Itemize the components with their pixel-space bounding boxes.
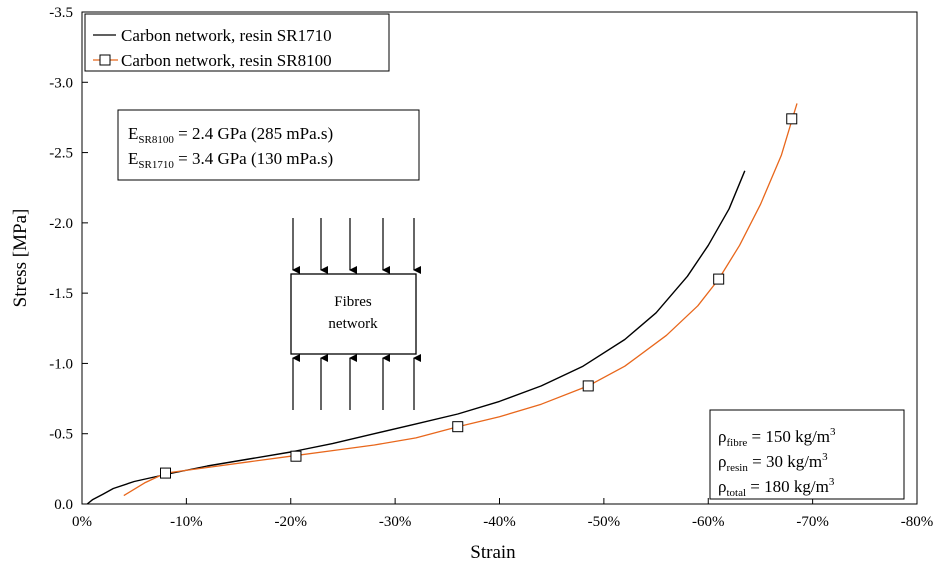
- density-total: ρtotal = 180 kg/m3: [718, 476, 835, 499]
- density-fibre: ρfibre = 150 kg/m3: [718, 426, 836, 449]
- x-tick-label: -40%: [483, 514, 516, 530]
- data-point-marker: [160, 467, 171, 479]
- legend-label-sr8100: Carbon network, resin SR8100: [121, 51, 332, 70]
- series-layer: [86, 103, 798, 505]
- y-tick-label: 0.0: [54, 497, 73, 513]
- series-line-1: [123, 103, 798, 497]
- y-tick-label: -1.5: [49, 286, 73, 302]
- x-tick-label: -70%: [796, 514, 829, 530]
- modulus-annotation: ESR8100 = 2.4 GPa (285 mPa.s) ESR1710 = …: [117, 109, 420, 181]
- data-point-marker: [290, 450, 302, 462]
- legend-label-sr1710: Carbon network, resin SR1710: [121, 26, 332, 45]
- x-axis-ticks: 0% -10% -20% -30% -40% -50% -60% -70% -80%: [72, 498, 933, 530]
- series-line-0: [86, 170, 746, 505]
- y-tick-label: -3.0: [49, 75, 73, 91]
- legend: Carbon network, resin SR1710 Carbon netw…: [84, 13, 390, 72]
- x-tick-label: -50%: [588, 514, 621, 530]
- y-tick-label: -2.5: [49, 146, 73, 162]
- fibres-network-box: [290, 273, 417, 355]
- x-tick-label: -30%: [379, 514, 412, 530]
- top-arrows: [292, 218, 421, 274]
- density-box: [709, 409, 905, 500]
- bottom-arrows: [292, 354, 421, 410]
- x-axis-label: Strain: [470, 542, 516, 563]
- data-point-marker: [786, 113, 798, 125]
- data-point-marker: [582, 380, 594, 392]
- y-tick-label: -1.0: [49, 356, 73, 372]
- y-tick-label: -2.0: [49, 216, 73, 232]
- x-tick-label: -80%: [901, 514, 934, 530]
- y-tick-label: -3.5: [49, 5, 73, 21]
- x-tick-label: -60%: [692, 514, 725, 530]
- compression-diagram: Fibres network: [290, 218, 421, 410]
- diagram-label-line2: network: [328, 316, 378, 332]
- density-resin: ρresin = 30 kg/m3: [718, 451, 828, 474]
- y-axis-ticks: 0.0 -0.5 -1.0 -1.5 -2.0 -2.5 -3.0 -3.5: [49, 5, 88, 513]
- density-annotation: ρfibre = 150 kg/m3 ρresin = 30 kg/m3 ρto…: [709, 409, 905, 500]
- x-tick-label: -20%: [275, 514, 308, 530]
- y-tick-label: -0.5: [49, 427, 73, 443]
- legend-marker-sr8100: [99, 54, 111, 66]
- modulus-box: [117, 109, 420, 181]
- diagram-label-line1: Fibres: [334, 294, 372, 310]
- data-point-marker: [452, 421, 464, 433]
- y-axis-label: Stress [MPa]: [10, 209, 31, 308]
- data-point-marker: [713, 273, 725, 285]
- modulus-line-sr8100: ESR8100 = 2.4 GPa (285 mPa.s): [128, 124, 333, 146]
- x-tick-label: 0%: [72, 514, 92, 530]
- modulus-line-sr1710: ESR1710 = 3.4 GPa (130 mPa.s): [128, 149, 333, 171]
- legend-box: [84, 13, 390, 72]
- x-tick-label: -10%: [170, 514, 203, 530]
